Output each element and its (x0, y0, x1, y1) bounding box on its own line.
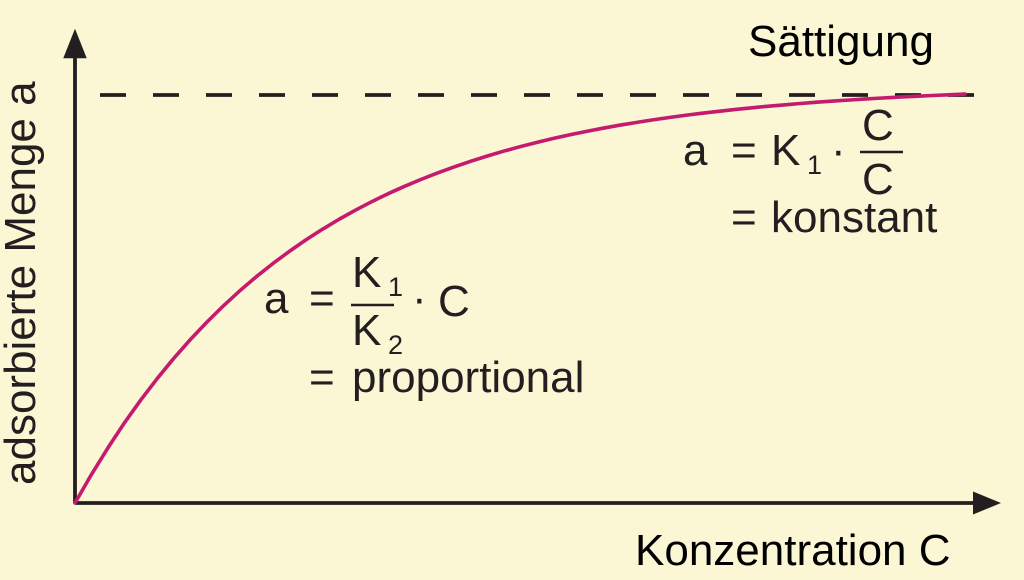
svg-text:=: = (309, 353, 335, 402)
svg-text:a: a (683, 126, 708, 175)
svg-text:=: = (309, 274, 335, 323)
svg-text:C: C (438, 277, 470, 326)
svg-text:Konzentration C: Konzentration C (635, 526, 951, 575)
svg-text:konstant: konstant (771, 193, 937, 242)
svg-text:1: 1 (388, 272, 403, 302)
svg-text:K: K (352, 306, 381, 355)
svg-text:K: K (352, 248, 381, 297)
svg-text:proportional: proportional (352, 353, 584, 402)
svg-text:Sättigung: Sättigung (748, 17, 934, 66)
svg-text:K: K (771, 126, 800, 175)
svg-text:C: C (862, 101, 894, 150)
svg-text:·: · (831, 126, 846, 175)
svg-text:=: = (731, 193, 757, 242)
svg-text:a: a (264, 274, 289, 323)
svg-text:1: 1 (807, 150, 822, 180)
svg-text:·: · (412, 274, 427, 323)
svg-text:=: = (731, 126, 757, 175)
